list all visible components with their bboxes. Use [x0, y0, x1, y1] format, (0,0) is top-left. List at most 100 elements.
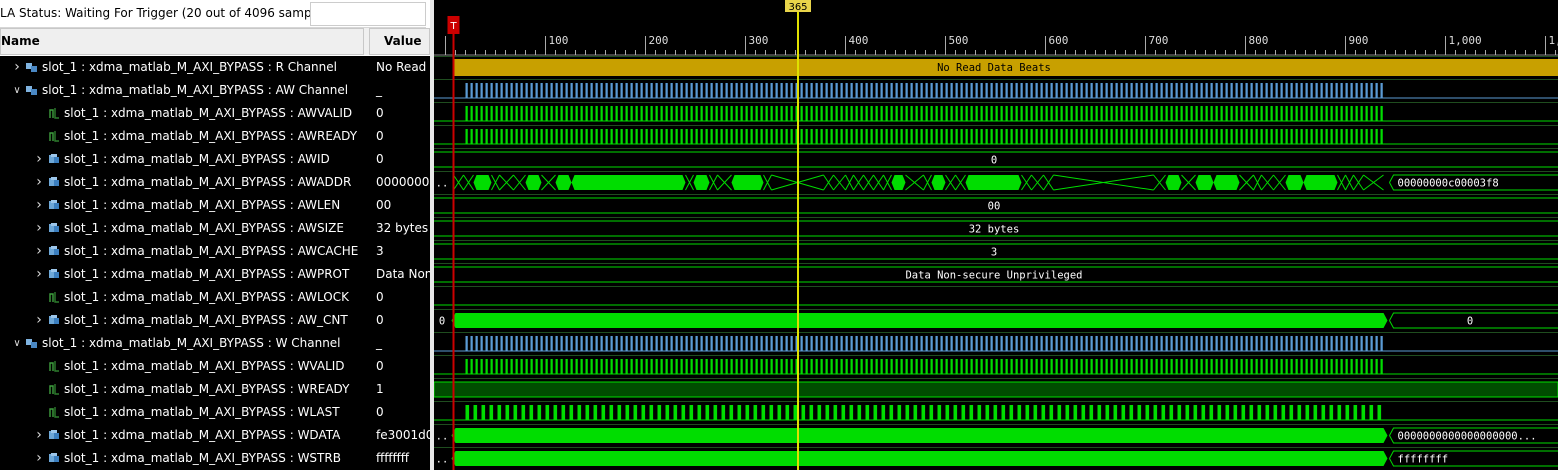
- signal-name-cell[interactable]: › slot_1 : xdma_matlab_M_AXI_BYPASS : AWI…: [0, 148, 366, 171]
- signal-row[interactable]: › slot_1 : xdma_matlab_M_AXI_BYPASS : AWP…: [0, 263, 430, 286]
- signal-pulse: [1300, 83, 1303, 98]
- signal-row[interactable]: ∨ slot_1 : xdma_matlab_M_AXI_BYPASS : W C…: [0, 332, 430, 355]
- signal-name-cell[interactable]: ∨ slot_1 : xdma_matlab_M_AXI_BYPASS : AW …: [0, 79, 366, 102]
- signal-pulse: [1095, 106, 1098, 121]
- signal-pulse: [1215, 106, 1218, 121]
- signal-value: Data Non: [369, 263, 430, 286]
- signal-row[interactable]: › slot_1 : xdma_matlab_M_AXI_BYPASS : AWC…: [0, 240, 430, 263]
- signal-name-cell[interactable]: slot_1 : xdma_matlab_M_AXI_BYPASS : AWVA…: [0, 102, 366, 125]
- signal-pulse: [910, 359, 913, 374]
- signal-row[interactable]: slot_1 : xdma_matlab_M_AXI_BYPASS : AWRE…: [0, 125, 430, 148]
- signal-pulse: [840, 83, 843, 98]
- signal-row[interactable]: slot_1 : xdma_matlab_M_AXI_BYPASS : AWLO…: [0, 286, 430, 309]
- value-column-header[interactable]: Value: [369, 28, 430, 55]
- chevron-down-icon[interactable]: ∨: [13, 338, 21, 349]
- signal-name-cell[interactable]: slot_1 : xdma_matlab_M_AXI_BYPASS : WREA…: [0, 378, 366, 401]
- signal-pulse: [1345, 405, 1350, 420]
- bus-outline: [1389, 427, 1558, 436]
- signal-pulse: [985, 336, 988, 351]
- signal-pulse: [770, 336, 773, 351]
- chevron-right-icon[interactable]: ›: [36, 220, 42, 236]
- signal-pulse: [817, 405, 822, 420]
- signal-label: slot_1 : xdma_matlab_M_AXI_BYPASS : AW C…: [42, 83, 349, 97]
- chevron-right-icon[interactable]: ›: [36, 174, 42, 190]
- signal-name-cell[interactable]: › slot_1 : xdma_matlab_M_AXI_BYPASS : AWC…: [0, 240, 366, 263]
- signal-pulse: [1050, 83, 1053, 98]
- chevron-down-icon[interactable]: ∨: [13, 85, 21, 96]
- signal-pulse: [575, 129, 578, 144]
- signal-pulse: [1169, 405, 1174, 420]
- signal-pulse: [500, 336, 503, 351]
- signal-pulse: [1090, 83, 1093, 98]
- bit-icon: [49, 108, 59, 119]
- signal-name-cell[interactable]: › slot_1 : xdma_matlab_M_AXI_BYPASS : AWP…: [0, 263, 366, 286]
- signal-pulse: [970, 129, 973, 144]
- chevron-right-icon[interactable]: ›: [36, 427, 42, 443]
- signal-row[interactable]: ∨ slot_1 : xdma_matlab_M_AXI_BYPASS : AW …: [0, 79, 430, 102]
- signal-row[interactable]: › slot_1 : xdma_matlab_M_AXI_BYPASS : AWS…: [0, 217, 430, 240]
- signal-row[interactable]: › slot_1 : xdma_matlab_M_AXI_BYPASS : AWA…: [0, 171, 430, 194]
- signal-name-cell[interactable]: › slot_1 : xdma_matlab_M_AXI_BYPASS : WDA…: [0, 424, 366, 447]
- name-column-header[interactable]: Name: [0, 28, 364, 55]
- signal-row[interactable]: › slot_1 : xdma_matlab_M_AXI_BYPASS : WST…: [0, 447, 430, 470]
- signal-name-cell[interactable]: › slot_1 : xdma_matlab_M_AXI_BYPASS : R C…: [0, 56, 366, 79]
- bus-transition: [1181, 174, 1196, 191]
- signal-name-cell[interactable]: › slot_1 : xdma_matlab_M_AXI_BYPASS : WST…: [0, 447, 366, 470]
- r-channel-bar: [453, 59, 1558, 76]
- signal-pulse: [1175, 106, 1178, 121]
- signal-name-cell[interactable]: slot_1 : xdma_matlab_M_AXI_BYPASS : WLAS…: [0, 401, 366, 424]
- chevron-right-icon[interactable]: ›: [36, 312, 42, 328]
- signal-row[interactable]: › slot_1 : xdma_matlab_M_AXI_BYPASS : WDA…: [0, 424, 430, 447]
- signal-pulse: [841, 405, 846, 420]
- signal-name-cell[interactable]: ∨ slot_1 : xdma_matlab_M_AXI_BYPASS : W C…: [0, 332, 366, 355]
- signal-pulse: [930, 359, 933, 374]
- ruler-bg: [434, 0, 1558, 56]
- signal-pulse: [1035, 83, 1038, 98]
- signal-pulse: [1240, 83, 1243, 98]
- panel-splitter[interactable]: [430, 0, 434, 470]
- chevron-right-icon[interactable]: ›: [36, 197, 42, 213]
- chevron-right-icon[interactable]: ›: [36, 151, 42, 167]
- signal-row[interactable]: slot_1 : xdma_matlab_M_AXI_BYPASS : WREA…: [0, 378, 430, 401]
- signal-row[interactable]: › slot_1 : xdma_matlab_M_AXI_BYPASS : R C…: [0, 56, 430, 79]
- signal-pulse: [990, 129, 993, 144]
- signal-row[interactable]: › slot_1 : xdma_matlab_M_AXI_BYPASS : AW_…: [0, 309, 430, 332]
- signal-pulse: [1270, 106, 1273, 121]
- signal-name-cell[interactable]: › slot_1 : xdma_matlab_M_AXI_BYPASS : AWL…: [0, 194, 366, 217]
- signal-pulse: [785, 106, 788, 121]
- signal-name-cell[interactable]: slot_1 : xdma_matlab_M_AXI_BYPASS : AWRE…: [0, 125, 366, 148]
- signal-pulse: [1310, 359, 1313, 374]
- signal-pulse: [805, 359, 808, 374]
- signal-row[interactable]: › slot_1 : xdma_matlab_M_AXI_BYPASS : AWL…: [0, 194, 430, 217]
- signal-pulse: [965, 83, 968, 98]
- signal-pulse: [480, 336, 483, 351]
- signal-pulse: [481, 405, 486, 420]
- signal-pulse: [1335, 83, 1338, 98]
- signal-name-cell[interactable]: slot_1 : xdma_matlab_M_AXI_BYPASS : AWLO…: [0, 286, 366, 309]
- signal-pulse: [857, 405, 862, 420]
- chevron-right-icon[interactable]: ›: [36, 243, 42, 259]
- signal-pulse: [1330, 106, 1333, 121]
- signal-name-cell[interactable]: › slot_1 : xdma_matlab_M_AXI_BYPASS : AWS…: [0, 217, 366, 240]
- signal-row[interactable]: › slot_1 : xdma_matlab_M_AXI_BYPASS : AWI…: [0, 148, 430, 171]
- signal-name-cell[interactable]: slot_1 : xdma_matlab_M_AXI_BYPASS : WVAL…: [0, 355, 366, 378]
- signal-pulse: [525, 129, 528, 144]
- chevron-right-icon[interactable]: ›: [14, 59, 20, 75]
- waveform-value-label: 32 bytes: [969, 224, 1020, 236]
- bus-transition: [1363, 174, 1384, 191]
- signal-row[interactable]: slot_1 : xdma_matlab_M_AXI_BYPASS : AWVA…: [0, 102, 430, 125]
- signal-pulse: [980, 83, 983, 98]
- signal-pulse: [525, 83, 528, 98]
- signal-row[interactable]: slot_1 : xdma_matlab_M_AXI_BYPASS : WLAS…: [0, 401, 430, 424]
- signal-name-cell[interactable]: › slot_1 : xdma_matlab_M_AXI_BYPASS : AW_…: [0, 309, 366, 332]
- signal-pulse: [1220, 129, 1223, 144]
- chevron-right-icon[interactable]: ›: [36, 450, 42, 466]
- signal-pulse: [500, 359, 503, 374]
- chevron-right-icon[interactable]: ›: [36, 266, 42, 282]
- signal-name-cell[interactable]: › slot_1 : xdma_matlab_M_AXI_BYPASS : AWA…: [0, 171, 366, 194]
- signal-pulse: [1295, 106, 1298, 121]
- signal-row[interactable]: slot_1 : xdma_matlab_M_AXI_BYPASS : WVAL…: [0, 355, 430, 378]
- signal-pulse: [1260, 129, 1263, 144]
- signal-pulse: [580, 129, 583, 144]
